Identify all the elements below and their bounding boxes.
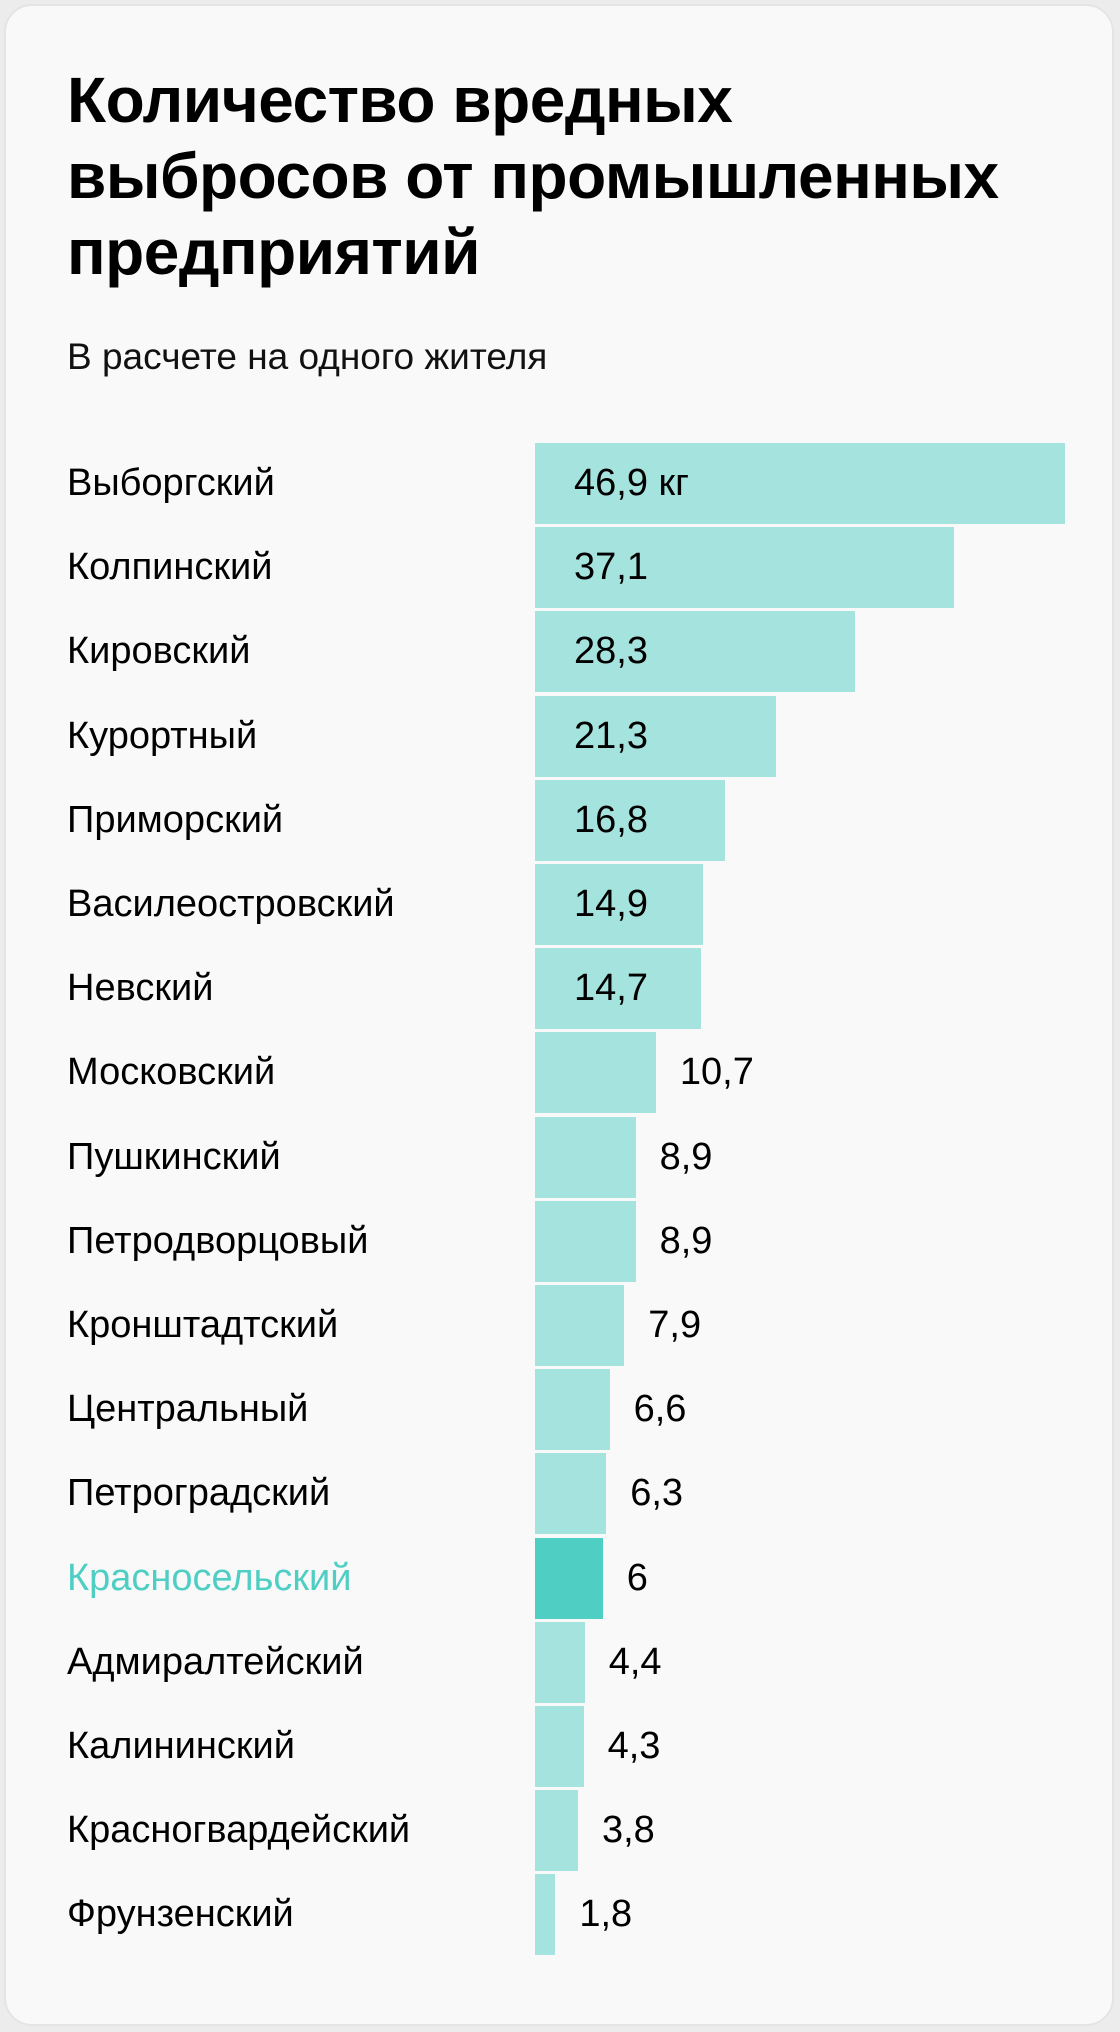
bar-row: Центральный 6,6 bbox=[6, 1369, 1116, 1451]
value-label: 8,9 bbox=[659, 1219, 713, 1262]
bar-row: Кронштадтский 7,9 bbox=[6, 1285, 1116, 1366]
category-label: Кировский bbox=[67, 630, 251, 673]
bar bbox=[535, 1032, 656, 1114]
value-label: 10,7 bbox=[679, 1051, 754, 1094]
value-label: 14,7 bbox=[574, 967, 648, 1010]
bar-row: Фрунзенский 1,8 bbox=[6, 1874, 1116, 1956]
category-label: Петроградский bbox=[67, 1472, 331, 1515]
category-label: Пушкинский bbox=[67, 1135, 281, 1178]
category-label: Петродворцовый bbox=[67, 1219, 369, 1262]
category-label: Колпинский bbox=[67, 546, 273, 589]
bar bbox=[535, 948, 702, 1030]
value-label: 3,8 bbox=[601, 1809, 655, 1852]
value-label: 8,9 bbox=[659, 1135, 713, 1178]
bar bbox=[535, 1874, 556, 1956]
bar-row: Петродворцовый 8,9 bbox=[6, 1200, 1116, 1282]
bar-row: Адмиралтейский 4,4 bbox=[6, 1621, 1116, 1703]
value-label: 6,6 bbox=[633, 1388, 687, 1431]
value-label: 46,9 кг bbox=[574, 462, 690, 504]
bar bbox=[535, 864, 704, 945]
value-label: 28,3 bbox=[574, 630, 648, 673]
category-label: Красносельский bbox=[67, 1556, 352, 1599]
bar bbox=[535, 1706, 584, 1787]
category-label: Невский bbox=[67, 967, 214, 1010]
category-label: Калининский bbox=[67, 1725, 295, 1767]
value-label: 7,9 bbox=[648, 1304, 702, 1346]
value-label: 21,3 bbox=[574, 714, 648, 757]
bar bbox=[535, 779, 725, 861]
bar bbox=[535, 527, 955, 609]
bar-row: Красногвардейский 3,8 bbox=[6, 1790, 1116, 1872]
bar bbox=[535, 1116, 636, 1198]
value-label: 4,3 bbox=[607, 1725, 661, 1767]
chart-card: Количество вредных выбросов от промышлен… bbox=[4, 4, 1114, 2026]
bar-row: Выборгский 46,9 кг bbox=[6, 443, 1116, 524]
category-label: Василеостровский bbox=[67, 883, 395, 925]
bar-row: Калининский 4,3 bbox=[6, 1706, 1116, 1787]
bar bbox=[535, 695, 776, 777]
bar-row: Приморский 16,8 bbox=[6, 779, 1116, 861]
bar bbox=[535, 1369, 610, 1451]
value-label: 4,4 bbox=[608, 1640, 662, 1683]
bar-row: Колпинский 37,1 bbox=[6, 527, 1116, 609]
category-label: Курортный bbox=[67, 714, 258, 757]
bar bbox=[535, 1790, 578, 1872]
bar-row: Курортный 21,3 bbox=[6, 695, 1116, 777]
value-label: 14,9 bbox=[574, 883, 648, 925]
bar-row: Красносельский 6 bbox=[6, 1537, 1116, 1619]
value-label: 1,8 bbox=[579, 1893, 633, 1936]
bar bbox=[535, 1200, 636, 1282]
bar-row: Кировский 28,3 bbox=[6, 611, 1116, 693]
bar-row: Невский 14,7 bbox=[6, 948, 1116, 1030]
value-label: 6,3 bbox=[630, 1472, 684, 1515]
category-label: Фрунзенский bbox=[67, 1893, 294, 1936]
bar bbox=[535, 443, 1065, 524]
bar bbox=[535, 1621, 585, 1703]
category-label: Кронштадтский bbox=[67, 1304, 339, 1346]
category-label: Адмиралтейский bbox=[67, 1640, 364, 1683]
value-label: 6 bbox=[626, 1556, 648, 1599]
bar bbox=[535, 611, 855, 693]
bar-row: Пушкинский 8,9 bbox=[6, 1116, 1116, 1198]
category-label: Центральный bbox=[67, 1388, 309, 1431]
category-label: Выборгский bbox=[67, 462, 275, 504]
bar bbox=[535, 1453, 607, 1535]
bar-row: Московский 10,7 bbox=[6, 1032, 1116, 1114]
category-label: Красногвардейский bbox=[67, 1809, 411, 1852]
chart-title: Количество вредных выбросов от промышлен… bbox=[67, 64, 999, 288]
bar bbox=[535, 1537, 603, 1619]
bar bbox=[535, 1285, 625, 1366]
bar-row: Василеостровский 14,9 bbox=[6, 864, 1116, 945]
category-label: Московский bbox=[67, 1051, 276, 1094]
bar-row: Петроградский 6,3 bbox=[6, 1453, 1116, 1535]
category-label: Приморский bbox=[67, 798, 284, 841]
value-label: 16,8 bbox=[574, 798, 648, 841]
chart-subtitle: В расчете на одного жителя bbox=[67, 336, 548, 377]
value-label: 37,1 bbox=[574, 546, 648, 589]
